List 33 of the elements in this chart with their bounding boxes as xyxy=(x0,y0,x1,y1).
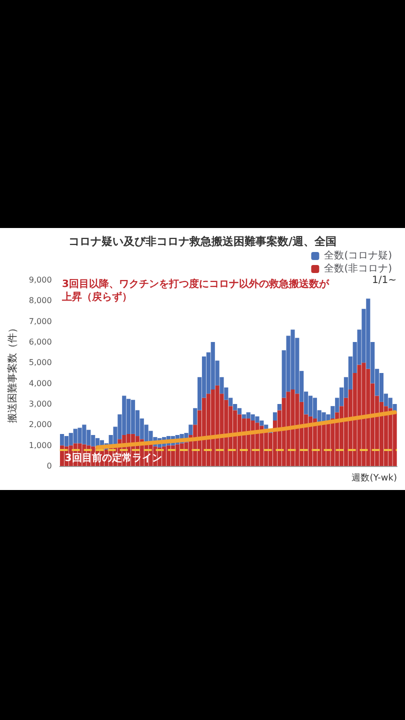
chart-title: コロナ疑い及び非コロナ救急搬送困難事案数/週、全国 xyxy=(68,235,337,248)
bar xyxy=(290,390,295,466)
y-tick-label: 0 xyxy=(46,462,52,470)
bar xyxy=(237,408,242,414)
legend-label: 全数(非コロナ) xyxy=(324,262,392,274)
line-series xyxy=(96,410,397,450)
y-tick-label: 2,000 xyxy=(28,420,52,430)
bar xyxy=(272,412,278,421)
bar xyxy=(78,428,82,444)
bar xyxy=(130,400,136,434)
bar xyxy=(255,416,260,423)
annotation: 1/1~ xyxy=(372,275,396,286)
y-tick-label: 1,000 xyxy=(28,440,52,450)
bar xyxy=(166,445,171,466)
bar xyxy=(379,373,384,402)
y-tick-label: 7,000 xyxy=(28,316,52,326)
annotation: 3回目以降、ワクチンを打つ度にコロナ以外の救急搬送数が上昇（戻らず） xyxy=(61,278,330,303)
legend-label: 全数(コロナ疑) xyxy=(324,250,392,262)
bar xyxy=(202,398,206,466)
y-tick-label: 5,000 xyxy=(28,358,52,368)
y-tick-label: 4,000 xyxy=(28,378,52,388)
y-tick-label: 3,000 xyxy=(28,400,52,408)
bar xyxy=(290,330,295,390)
x-axis-title: 週数(Y-wk) xyxy=(352,472,397,484)
bar xyxy=(277,404,282,410)
y-tick-label: 8,000 xyxy=(28,296,52,306)
bar xyxy=(308,396,313,416)
bar xyxy=(392,412,397,466)
y-tick-label: 9,000 xyxy=(28,276,52,284)
bar xyxy=(326,422,330,466)
y-tick-label: 6,000 xyxy=(28,338,52,346)
bar xyxy=(60,434,64,446)
y-axis-title: 搬送困難事案数（件） xyxy=(6,323,18,423)
